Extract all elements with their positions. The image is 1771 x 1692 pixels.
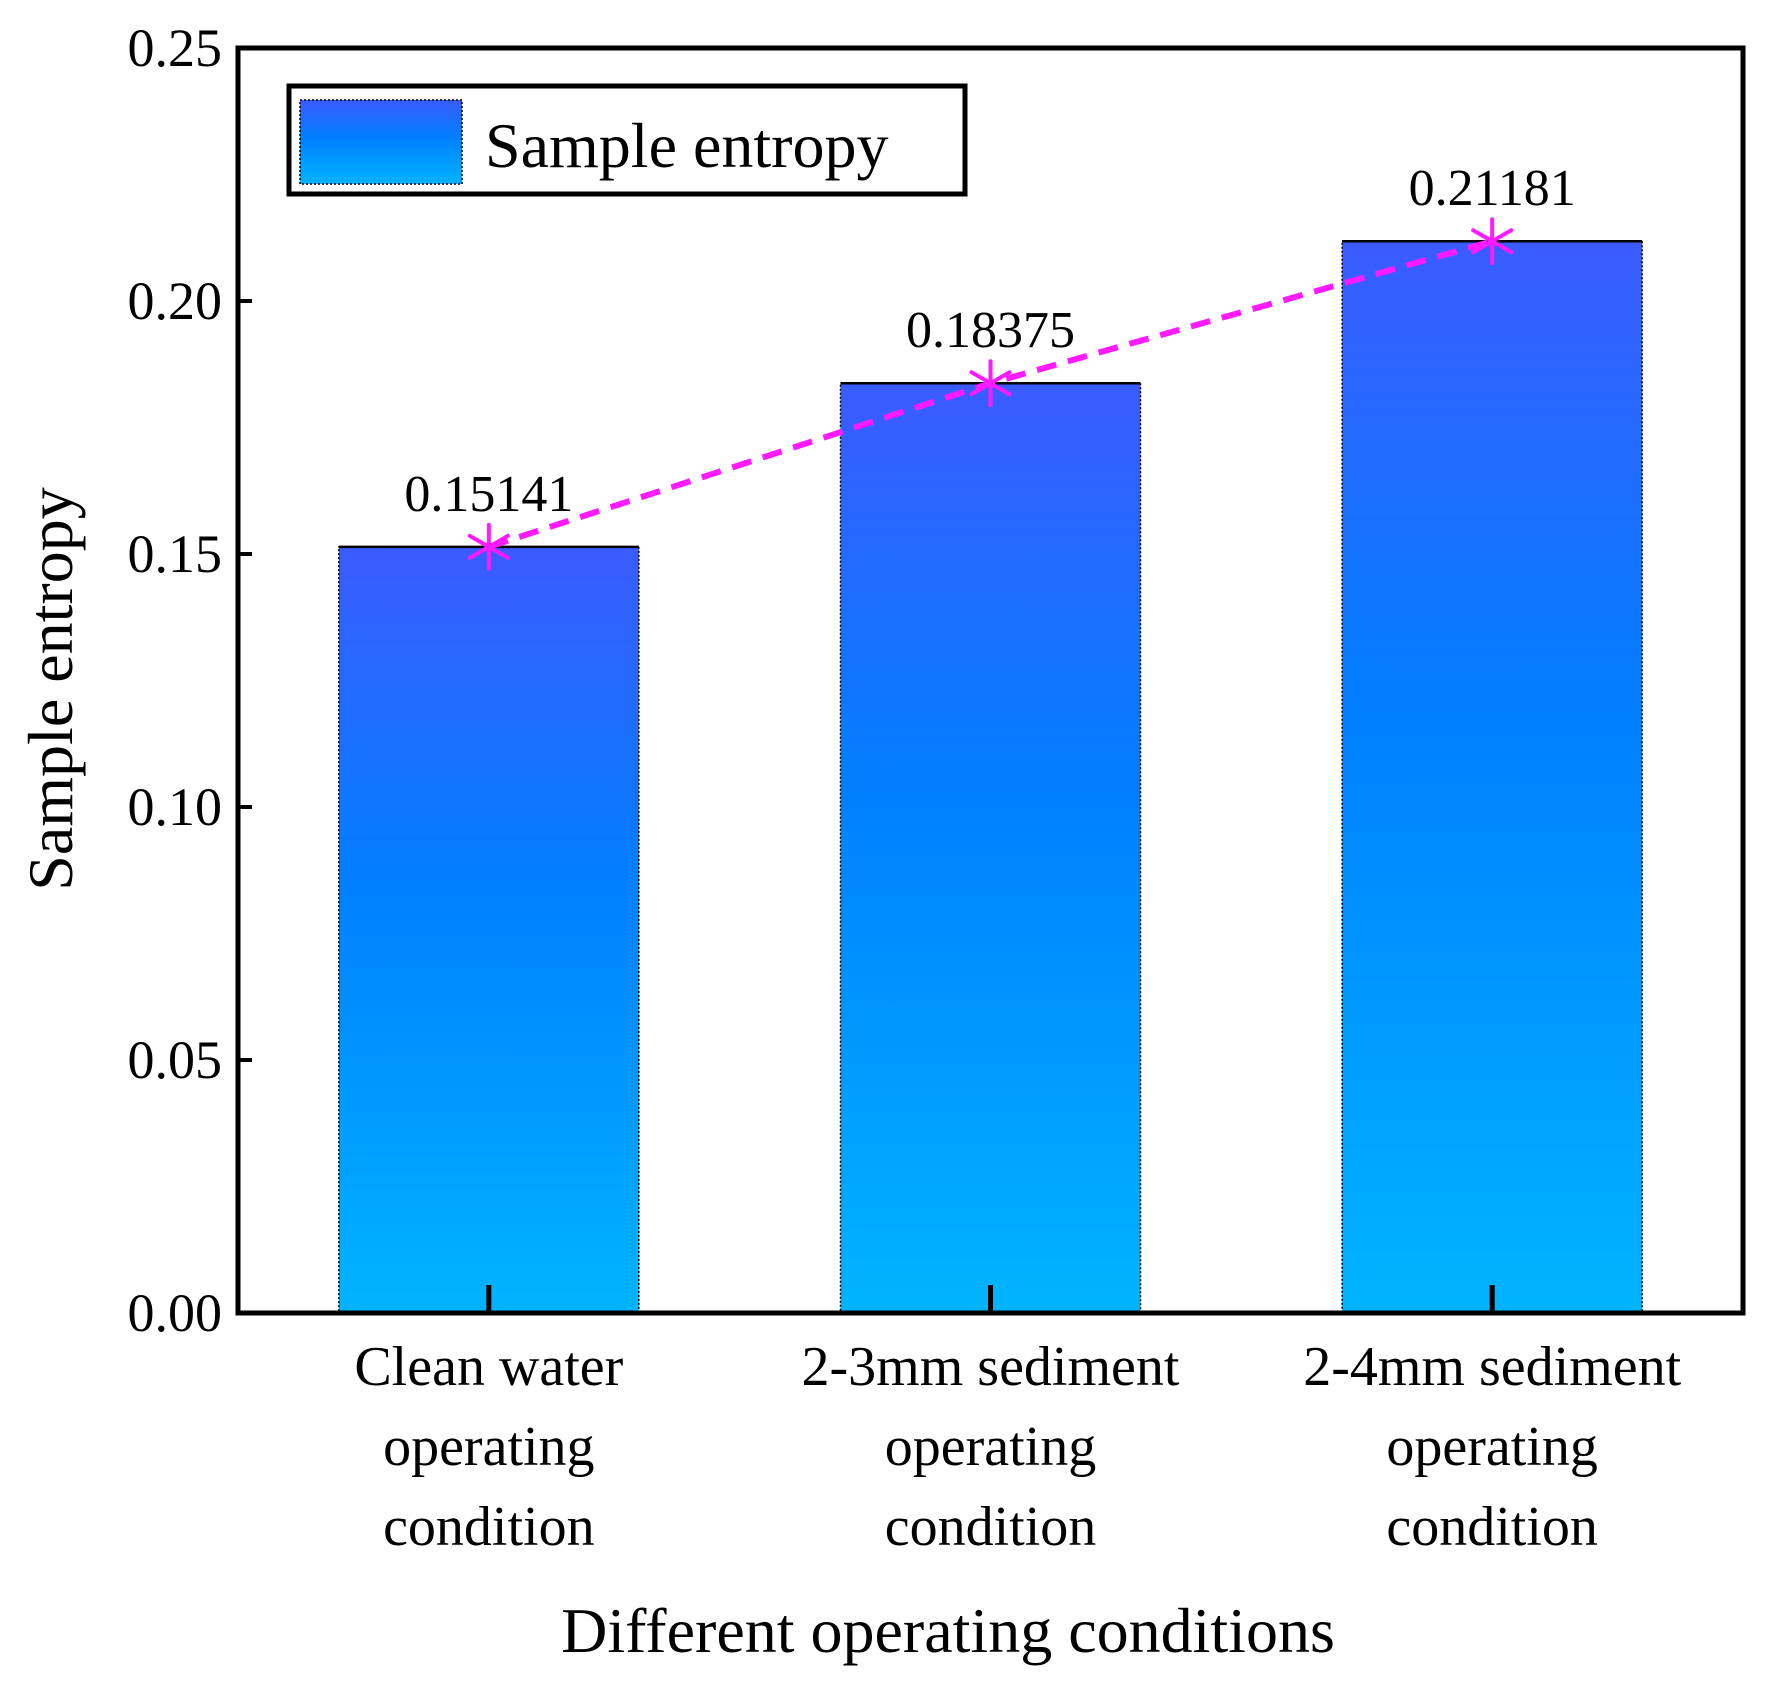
x-tick-label-line: 2-4mm sediment [1303, 1336, 1681, 1398]
x-tick-label-line: condition [383, 1496, 595, 1558]
trend-marker-stroke [467, 533, 510, 560]
x-axis-title: Different operating conditions [561, 1595, 1335, 1666]
bar [1341, 240, 1643, 1314]
data-label: 0.15141 [404, 466, 573, 523]
data-label: 0.21181 [1409, 160, 1576, 217]
x-tick-label: 2-3mm sediment operating condition [802, 1336, 1180, 1558]
y-tick-label: 0.15 [128, 524, 223, 584]
legend-label: Sample entropy [485, 110, 888, 181]
legend-swatch [299, 99, 463, 185]
plot-area: 0.00 0.05 0.10 0.15 0.20 0.25 Clean water opera… [128, 18, 1746, 1558]
y-tick-label: 0.25 [128, 18, 223, 78]
y-tick-label: 0.05 [128, 1030, 223, 1090]
trend-marker [1471, 217, 1514, 266]
x-tick-label-line: Clean water [354, 1336, 623, 1398]
y-tick-label: 0.00 [128, 1283, 223, 1343]
x-tick-label-line: operating [1386, 1416, 1597, 1478]
x-tick-label-line: operating [383, 1416, 594, 1478]
x-tick-label: 2-4mm sediment operating condition [1303, 1336, 1681, 1558]
y-tick-label: 0.10 [128, 777, 223, 837]
y-tick-label: 0.20 [128, 271, 223, 331]
legend: Sample entropy [286, 83, 968, 197]
bar [338, 546, 640, 1314]
x-tick-label-line: condition [885, 1496, 1097, 1558]
trend-marker-stroke [969, 370, 1012, 397]
bar [839, 382, 1142, 1314]
x-tick-label: Clean water operating condition [354, 1336, 623, 1558]
trend-marker [467, 522, 510, 571]
y-axis-title: Sample entropy [15, 487, 86, 890]
trend-marker [969, 359, 1012, 408]
x-tick-label-line: operating [885, 1416, 1096, 1478]
x-tick-label-line: condition [1386, 1496, 1598, 1558]
data-label: 0.18375 [906, 302, 1075, 359]
trend-marker-stroke [1471, 228, 1514, 255]
x-tick-label-line: 2-3mm sediment [802, 1336, 1180, 1398]
